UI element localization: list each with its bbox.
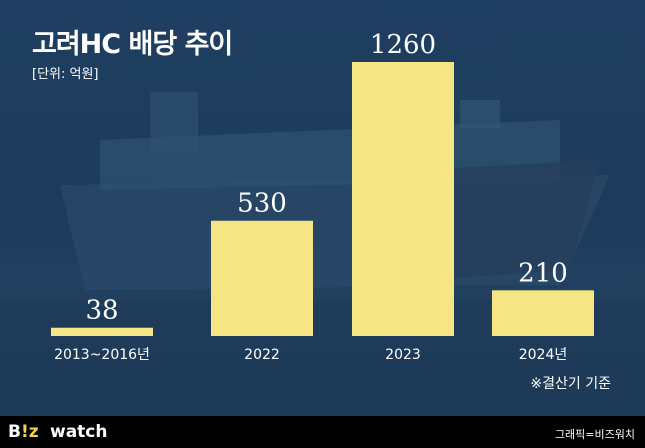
value-label-3: 210 (518, 258, 568, 288)
value-label-2: 1260 (370, 30, 436, 60)
bar-chart: 38 2013~2016년 530 2022 1260 2023 210 2024년 (51, 30, 594, 363)
category-label-0: 2013~2016년 (54, 347, 150, 363)
fiscal-note: ※결산기 기준 (530, 376, 611, 392)
logo-b-text: B (8, 422, 21, 442)
chart-title: 고려HC 배당 추이 (32, 29, 233, 60)
footer-bar: B!z watch 그래픽=비즈워치 (0, 416, 645, 448)
bizwatch-logo[interactable]: B!z (8, 422, 39, 442)
logo-watch-text: watch (50, 422, 108, 442)
logo-mark-text: !z (20, 422, 39, 442)
unit-label: [단위: 억원] (32, 67, 99, 82)
category-label-2: 2023 (385, 347, 421, 363)
bar-3 (492, 290, 594, 336)
category-label-1: 2022 (244, 347, 280, 363)
category-label-3: 2024년 (519, 347, 568, 363)
value-label-1: 530 (237, 189, 287, 219)
graphic-credit: 그래픽=비즈워치 (554, 428, 635, 441)
bar-2 (352, 62, 454, 336)
value-label-0: 38 (85, 296, 118, 326)
bar-0 (51, 327, 153, 336)
bar-1 (211, 220, 313, 336)
